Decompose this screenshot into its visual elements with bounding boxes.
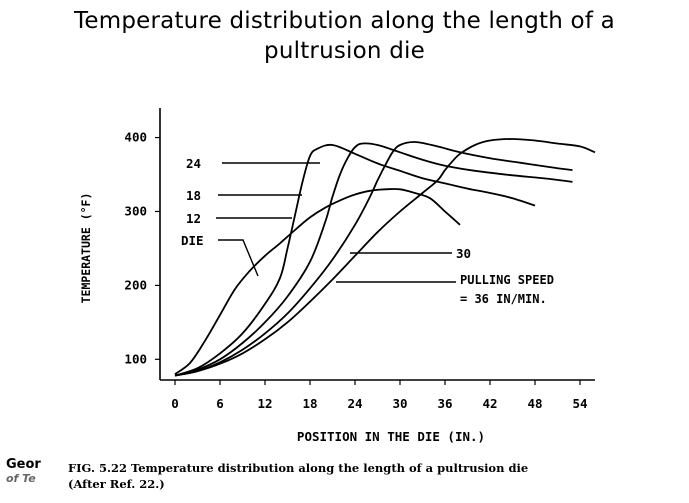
y-tick-label: 400 (124, 130, 147, 145)
x-tick-label: 18 (302, 396, 317, 411)
x-tick-label: 6 (216, 396, 224, 411)
slide-title-line-2: pultrusion die (264, 38, 425, 64)
x-tick-label: 0 (171, 396, 179, 411)
callout-label-24: 24 (186, 156, 201, 171)
slide-title-line-1: Temperature distribution along the lengt… (74, 8, 615, 34)
chart-axes: 0 6 12 18 24 30 36 42 48 54 100 200 300 400 (124, 108, 595, 411)
chart-callouts: 24 18 12 DIE 30 (181, 156, 471, 283)
callout-leader-die (218, 239, 259, 277)
series-line-18 (174, 142, 573, 377)
series-line-30 (174, 138, 596, 377)
x-tick-label: 24 (347, 396, 362, 411)
y-tick-label: 300 (124, 203, 147, 218)
y-tick-label: 100 (124, 351, 147, 366)
x-tick-label: 36 (437, 396, 452, 411)
series-line-24 (174, 141, 573, 377)
figure-caption-line-1: FIG. 5.22 Temperature distribution along… (68, 461, 529, 475)
x-tick-label: 12 (257, 396, 272, 411)
x-tick-label: 54 (572, 396, 587, 411)
y-tick-label: 200 (124, 277, 147, 292)
x-tick-label: 30 (392, 396, 407, 411)
chart-series (174, 138, 596, 377)
series-line-12 (174, 143, 536, 377)
y-axis-label: TEMPERATURE (°F) (79, 193, 93, 304)
slide-title: Temperature distribution along the lengt… (0, 6, 689, 66)
annotation-line-2: = 36 IN/MIN. (460, 292, 547, 306)
x-tick-label: 42 (482, 396, 497, 411)
callout-label-12: 12 (186, 211, 201, 226)
logo-line-1: Geor (6, 457, 41, 472)
callout-label-die: DIE (181, 233, 204, 248)
callout-label-30: 30 (456, 246, 471, 261)
x-tick-label: 48 (527, 396, 542, 411)
logo-line-2: of Te (6, 472, 36, 485)
annotation-line-1: PULLING SPEED (460, 273, 554, 287)
figure-caption-line-2: (After Ref. 22.) (68, 477, 165, 491)
callout-label-18: 18 (186, 188, 201, 203)
x-axis-label: POSITION IN THE DIE (IN.) (297, 429, 485, 444)
series-line-die (174, 188, 461, 375)
figure-caption: FIG. 5.22 Temperature distribution along… (68, 460, 528, 492)
watermark-logo: Geor of Te (6, 458, 41, 486)
